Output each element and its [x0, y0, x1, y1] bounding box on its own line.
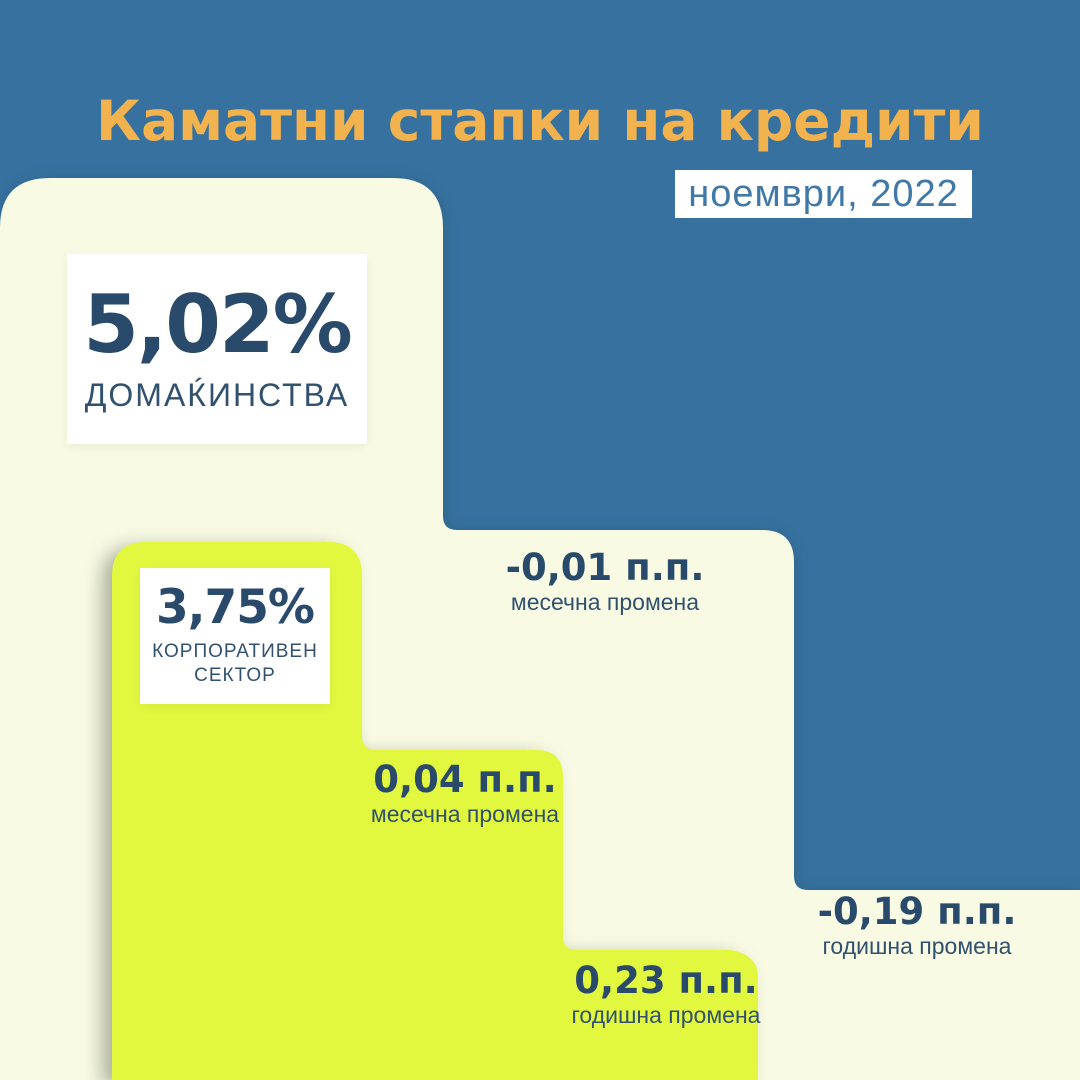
page-title: Каматни стапки на кредити — [96, 89, 984, 153]
households-rate-card: 5,02% ДОМАЌИНСТВА — [67, 254, 367, 444]
period-badge: ноември, 2022 — [675, 170, 972, 218]
corporate-monthly-change: 0,04 п.п. месечна промена — [371, 761, 559, 827]
period-text: ноември, 2022 — [688, 172, 959, 215]
households-monthly-change: -0,01 п.п. месечна промена — [506, 549, 705, 615]
households-rate-label: ДОМАЌИНСТВА — [84, 376, 350, 413]
corporate-annual-change-value: 0,23 п.п. — [574, 959, 758, 1002]
corporate-annual-change-label: годишна промена — [571, 1002, 761, 1028]
corporate-monthly-change-label: месечна промена — [370, 801, 560, 827]
corporate-rate-label: КОРПОРАТИВЕН СЕКТОР — [152, 641, 318, 686]
households-rate-value: 5,02% — [83, 277, 353, 371]
households-annual-change: -0,19 п.п. годишна промена — [818, 893, 1017, 959]
corporate-monthly-change-value: 0,04 п.п. — [373, 758, 557, 801]
corporate-rate-card: 3,75% КОРПОРАТИВЕН СЕКТОР — [140, 568, 330, 704]
households-monthly-change-label: месечна промена — [510, 589, 700, 615]
households-monthly-change-value: -0,01 п.п. — [505, 546, 705, 589]
corporate-rate-value: 3,75% — [155, 580, 315, 636]
corporate-annual-change: 0,23 п.п. годишна промена — [572, 962, 761, 1028]
households-annual-change-label: годишна промена — [822, 933, 1012, 959]
households-annual-change-value: -0,19 п.п. — [817, 890, 1017, 933]
